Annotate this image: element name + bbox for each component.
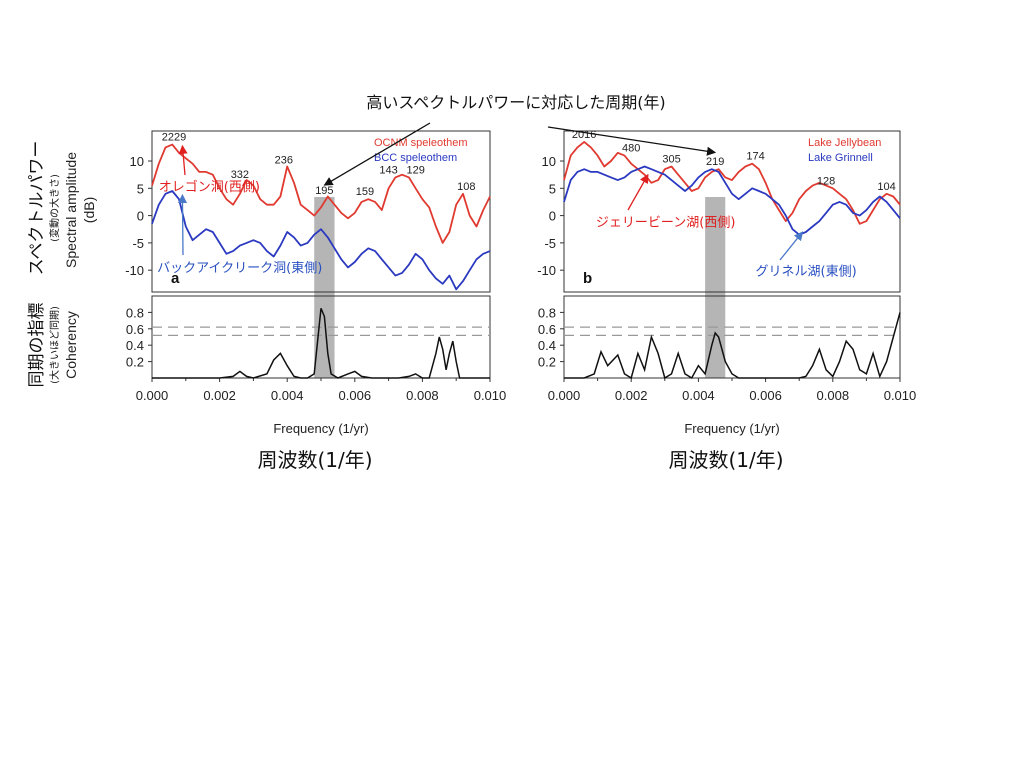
peak-label: 2229	[162, 132, 186, 144]
y-tick-label: -10	[537, 263, 556, 278]
panel-letter: a	[171, 270, 180, 287]
ylabel-lower-jp-sub: (大きいほど同期)	[48, 306, 61, 384]
coh-tick-label: 0.4	[126, 338, 144, 353]
ylabel-upper-unit: (dB)	[81, 197, 97, 223]
legend-entry: Lake Jellybean	[808, 137, 881, 149]
annotation-arrow	[627, 173, 649, 211]
panel-letter: b	[583, 270, 592, 287]
ylabel-upper-en: Spectral amplitude	[63, 152, 79, 268]
ylabel-upper-jp-sub: (変動の大きさ)	[48, 174, 61, 242]
peak-label: 174	[746, 151, 764, 163]
y-tick-label: 10	[130, 154, 144, 169]
y-tick-label: 0	[137, 209, 144, 224]
peak-label: 219	[706, 156, 724, 168]
y-tick-label: 5	[137, 181, 144, 196]
spectrum-axes-frame	[151, 130, 491, 293]
y-tick-label: 10	[542, 154, 556, 169]
coh-tick-label: 0.8	[538, 305, 556, 320]
series-line-red	[151, 143, 491, 244]
coh-tick-label: 0.8	[126, 305, 144, 320]
y-tick-label: -5	[132, 236, 144, 251]
annotation-arrow	[177, 193, 188, 256]
coherency-line	[564, 312, 901, 380]
peak-label: 159	[356, 186, 374, 198]
main-title: 高いスペクトルパワーに対応した周期(年)	[366, 93, 665, 112]
legend-entry: Lake Grinnell	[808, 152, 873, 164]
title-pointer-arrows	[323, 122, 717, 186]
peak-label: 236	[275, 155, 293, 167]
x-tick-label: 0.010	[884, 388, 917, 403]
annotation-arrow	[779, 231, 804, 261]
highlight-band	[705, 197, 726, 378]
x-tick-label: 0.002	[203, 388, 236, 403]
coh-tick-label: 0.2	[126, 355, 144, 370]
x-axis-label: Frequency (1/yr)	[684, 421, 779, 436]
title-pointer-arrow	[323, 122, 431, 186]
coh-tick-label: 0.4	[538, 338, 556, 353]
x-axis-label: Frequency (1/yr)	[273, 421, 368, 436]
y-tick-label: 5	[549, 181, 556, 196]
ylabel-lower-en: Coherency	[63, 311, 79, 379]
x-tick-label: 0.008	[817, 388, 850, 403]
series-line-red	[563, 141, 901, 225]
ylabel-lower-jp: 同期の指標	[27, 303, 47, 388]
peak-label: 143	[379, 164, 397, 176]
peak-label: 332	[231, 169, 249, 181]
annotation-label: ジェリービーン湖(西側)	[596, 216, 736, 231]
title-pointer-arrow	[547, 126, 717, 156]
peak-label: 195	[315, 185, 333, 197]
peak-label: 305	[662, 153, 680, 165]
panel-b: 10 5 0 -5 -10 0.8 0.60.4 0.2 0.000 0.002 0.004 0.00…	[537, 129, 916, 472]
annotation-label: バックアイクリーク洞(東側)	[157, 260, 322, 276]
x-tick-label: 0.004	[682, 388, 715, 403]
coh-tick-label: 0.6	[538, 322, 556, 337]
coherency-axes-frame	[563, 295, 901, 379]
coh-tick-label: 0.6	[126, 322, 144, 337]
coherency-line	[152, 308, 490, 379]
x-axis-label-jp: 周波数(1/年)	[668, 448, 783, 472]
peak-label: 480	[622, 143, 640, 155]
annotation-label: オレゴン洞(西側)	[159, 179, 260, 195]
x-tick-label: 0.010	[474, 388, 507, 403]
peak-label: 128	[817, 175, 835, 187]
legend-entry: BCC speleothem	[374, 152, 457, 164]
y-tick-label: 0	[549, 209, 556, 224]
x-tick-label: 0.006	[339, 388, 372, 403]
annotation-label: グリネル湖(東側)	[756, 264, 857, 280]
spectrum-axes-frame	[563, 130, 901, 293]
ylabel-upper-jp: スペクトルパワー	[27, 141, 47, 276]
x-tick-label: 0.006	[749, 388, 782, 403]
coh-tick-label: 0.2	[538, 355, 556, 370]
series-line-blue	[151, 190, 491, 291]
panel-a: 10 5 0 -5 -10 0.8 0.60.4 0.2 0.000 0.002 0.004 0.00…	[125, 130, 507, 472]
highlight-band	[314, 197, 335, 378]
x-tick-label: 0.000	[548, 388, 581, 403]
x-tick-label: 0.002	[615, 388, 648, 403]
x-tick-label: 0.004	[271, 388, 304, 403]
series-line-blue	[563, 165, 901, 236]
y-tick-label: -10	[125, 263, 144, 278]
x-tick-label: 0.000	[136, 388, 169, 403]
x-axis-label-jp: 周波数(1/年)	[257, 448, 372, 472]
x-tick-label: 0.008	[406, 388, 439, 403]
peak-label: 108	[457, 181, 475, 193]
peak-label: 129	[406, 164, 424, 176]
legend-entry: OCNM speleothem	[374, 137, 468, 149]
annotation-arrow	[178, 144, 188, 176]
y-tick-label: -5	[544, 236, 556, 251]
peak-label: 104	[877, 181, 895, 193]
